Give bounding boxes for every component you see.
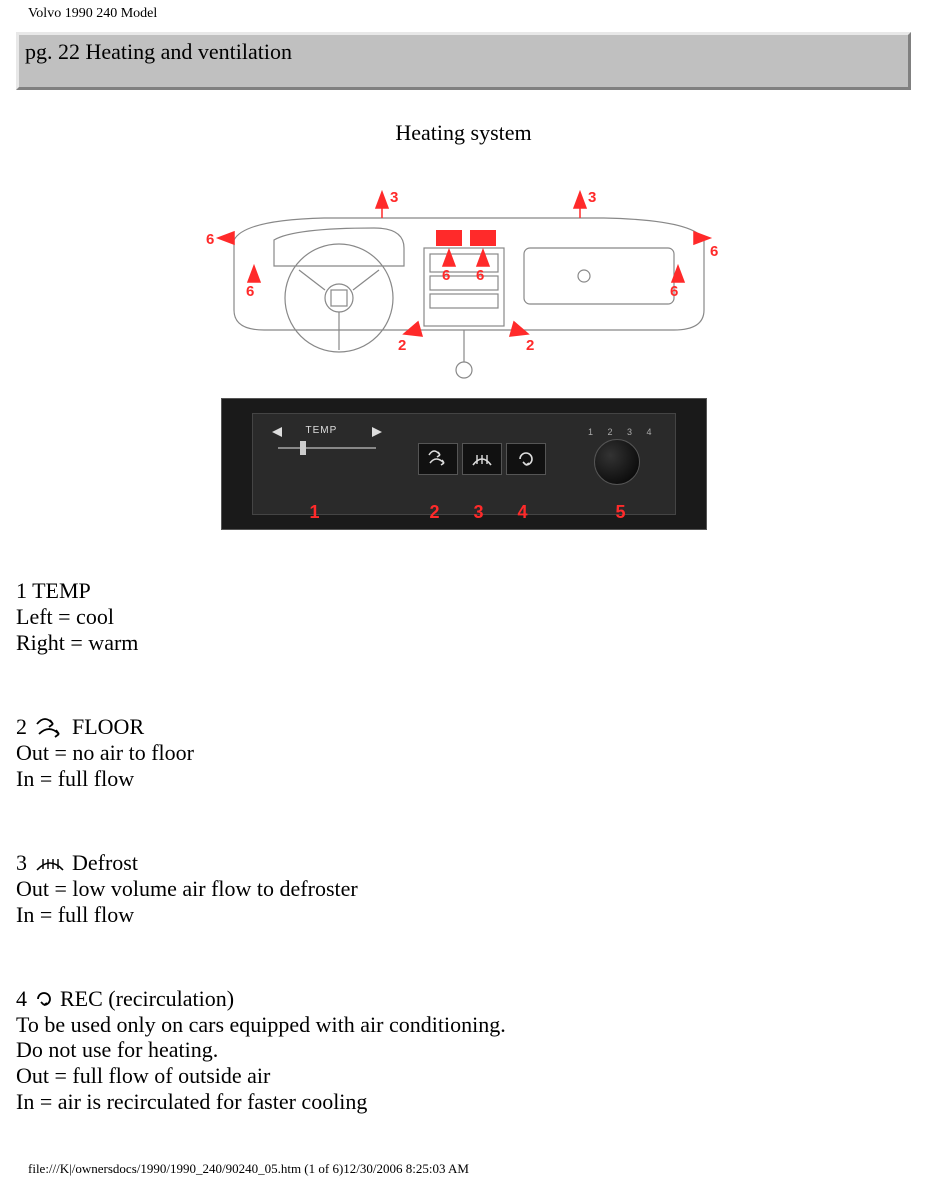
temp-slider-track bbox=[278, 447, 376, 449]
entry-defrost: 3 Defrost Out = low volume air flow to d… bbox=[16, 850, 911, 928]
entry-line: In = air is recirculated for faster cool… bbox=[16, 1089, 911, 1115]
svg-text:2: 2 bbox=[526, 337, 534, 354]
panel-number-4: 4 bbox=[518, 502, 528, 523]
floor-icon bbox=[426, 449, 450, 469]
dashboard-diagram: 3 3 6 6 6 bbox=[204, 170, 724, 400]
entry-line: In = full flow bbox=[16, 902, 911, 928]
legend-content: 1 TEMP Left = cool Right = warm 2 FLOOR … bbox=[0, 530, 927, 1115]
entry-line: Out = low volume air flow to defroster bbox=[16, 876, 911, 902]
entry-number: 1 bbox=[16, 578, 27, 603]
entry-line: Left = cool bbox=[16, 604, 911, 630]
entry-line: In = full flow bbox=[16, 766, 911, 792]
svg-text:6: 6 bbox=[710, 243, 718, 260]
temp-label: TEMP bbox=[306, 425, 338, 436]
entry-line: Out = no air to floor bbox=[16, 740, 911, 766]
entry-title: Defrost bbox=[72, 850, 138, 875]
arrow-right-icon bbox=[372, 427, 382, 437]
panel-number-2: 2 bbox=[430, 502, 440, 523]
defrost-button bbox=[462, 443, 502, 475]
entry-number: 4 bbox=[16, 986, 27, 1011]
entry-title: REC (recirculation) bbox=[60, 986, 234, 1011]
svg-text:3: 3 bbox=[588, 189, 596, 206]
entry-number: 3 bbox=[16, 850, 27, 875]
svg-text:6: 6 bbox=[670, 283, 678, 300]
entry-line: Do not use for heating. bbox=[16, 1037, 911, 1063]
entry-number: 2 bbox=[16, 714, 27, 739]
entry-heading: 1 TEMP bbox=[16, 578, 911, 604]
recirc-icon bbox=[514, 449, 538, 469]
title-box: pg. 22 Heating and ventilation bbox=[16, 32, 911, 90]
recirc-icon bbox=[33, 988, 55, 1010]
entry-floor: 2 FLOOR Out = no air to floor In = full … bbox=[16, 714, 911, 792]
svg-text:6: 6 bbox=[476, 267, 484, 284]
entry-heading: 3 Defrost bbox=[16, 850, 911, 876]
fan-speed-marks: 1 2 3 4 bbox=[588, 427, 658, 437]
figure: 3 3 6 6 6 bbox=[0, 170, 927, 530]
panel-number-5: 5 bbox=[615, 502, 625, 523]
svg-text:3: 3 bbox=[390, 189, 398, 206]
floor-button bbox=[418, 443, 458, 475]
page-header: Volvo 1990 240 Model bbox=[0, 0, 927, 22]
recirc-button bbox=[506, 443, 546, 475]
svg-text:6: 6 bbox=[442, 267, 450, 284]
defrost-icon bbox=[33, 852, 67, 874]
entry-line: To be used only on cars equipped with ai… bbox=[16, 1012, 911, 1038]
fan-knob bbox=[594, 439, 640, 485]
floor-icon bbox=[33, 716, 67, 738]
title-box-text: pg. 22 Heating and ventilation bbox=[25, 39, 902, 65]
temp-slider-knob bbox=[300, 441, 306, 455]
entry-recirc: 4 REC (recirculation) To be used only on… bbox=[16, 986, 911, 1116]
entry-title: FLOOR bbox=[72, 714, 144, 739]
svg-text:2: 2 bbox=[398, 337, 406, 354]
panel-number-3: 3 bbox=[474, 502, 484, 523]
entry-temp: 1 TEMP Left = cool Right = warm bbox=[16, 578, 911, 656]
control-panel: TEMP 1 2 3 4 1 2 3 4 5 bbox=[221, 398, 707, 530]
svg-text:6: 6 bbox=[246, 283, 254, 300]
entry-line: Right = warm bbox=[16, 630, 911, 656]
arrow-left-icon bbox=[272, 427, 282, 437]
svg-text:6: 6 bbox=[206, 231, 214, 248]
section-subtitle: Heating system bbox=[0, 120, 927, 146]
panel-number-1: 1 bbox=[310, 502, 320, 523]
entry-heading: 4 REC (recirculation) bbox=[16, 986, 911, 1012]
entry-line: Out = full flow of outside air bbox=[16, 1063, 911, 1089]
defrost-icon bbox=[470, 449, 494, 469]
page-footer: file:///K|/ownersdocs/1990/1990_240/9024… bbox=[0, 1133, 927, 1185]
entry-heading: 2 FLOOR bbox=[16, 714, 911, 740]
entry-title: TEMP bbox=[32, 578, 91, 603]
